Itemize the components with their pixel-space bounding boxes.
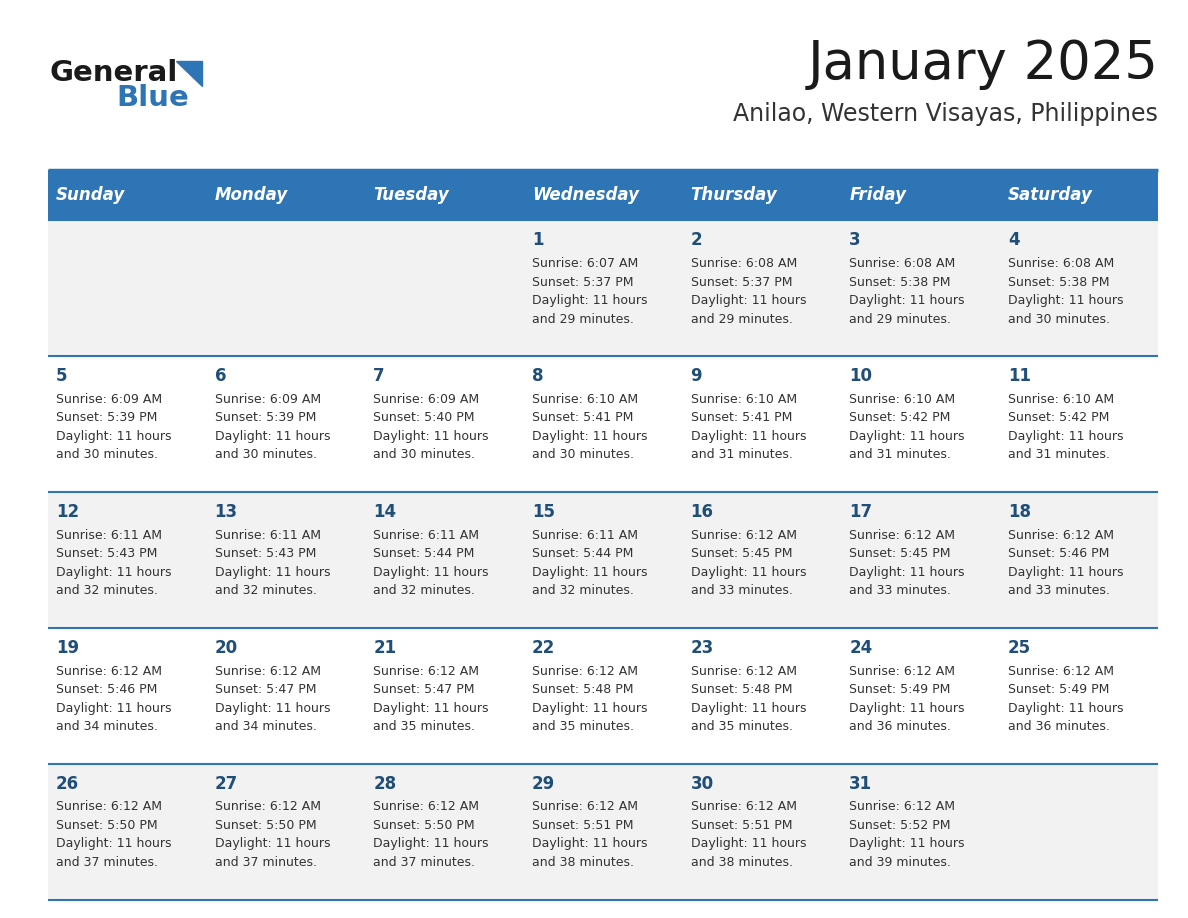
Text: Sunrise: 6:12 AM
Sunset: 5:50 PM
Daylight: 11 hours
and 37 minutes.: Sunrise: 6:12 AM Sunset: 5:50 PM Dayligh… (373, 800, 488, 869)
Text: Sunrise: 6:09 AM
Sunset: 5:39 PM
Daylight: 11 hours
and 30 minutes.: Sunrise: 6:09 AM Sunset: 5:39 PM Dayligh… (215, 393, 330, 462)
Text: Sunrise: 6:07 AM
Sunset: 5:37 PM
Daylight: 11 hours
and 29 minutes.: Sunrise: 6:07 AM Sunset: 5:37 PM Dayligh… (532, 257, 647, 326)
Text: Sunday: Sunday (56, 186, 125, 204)
Text: Sunrise: 6:12 AM
Sunset: 5:47 PM
Daylight: 11 hours
and 35 minutes.: Sunrise: 6:12 AM Sunset: 5:47 PM Dayligh… (373, 665, 488, 733)
Text: 17: 17 (849, 503, 872, 521)
Text: 5: 5 (56, 367, 68, 386)
Text: 19: 19 (56, 639, 78, 657)
Text: Sunrise: 6:11 AM
Sunset: 5:43 PM
Daylight: 11 hours
and 32 minutes.: Sunrise: 6:11 AM Sunset: 5:43 PM Dayligh… (215, 529, 330, 598)
Text: Thursday: Thursday (690, 186, 777, 204)
Bar (48, 356, 1158, 492)
Text: 15: 15 (532, 503, 555, 521)
Text: Sunrise: 6:08 AM
Sunset: 5:38 PM
Daylight: 11 hours
and 30 minutes.: Sunrise: 6:08 AM Sunset: 5:38 PM Dayligh… (1007, 257, 1124, 326)
Text: 27: 27 (215, 775, 238, 793)
Text: 12: 12 (56, 503, 78, 521)
Bar (524, 170, 682, 220)
Text: General: General (50, 60, 178, 87)
Bar (48, 170, 207, 220)
Text: Sunrise: 6:12 AM
Sunset: 5:45 PM
Daylight: 11 hours
and 33 minutes.: Sunrise: 6:12 AM Sunset: 5:45 PM Dayligh… (849, 529, 965, 598)
Text: Sunrise: 6:12 AM
Sunset: 5:47 PM
Daylight: 11 hours
and 34 minutes.: Sunrise: 6:12 AM Sunset: 5:47 PM Dayligh… (215, 665, 330, 733)
Text: 10: 10 (849, 367, 872, 386)
Text: Sunrise: 6:08 AM
Sunset: 5:38 PM
Daylight: 11 hours
and 29 minutes.: Sunrise: 6:08 AM Sunset: 5:38 PM Dayligh… (849, 257, 965, 326)
Text: Sunrise: 6:09 AM
Sunset: 5:39 PM
Daylight: 11 hours
and 30 minutes.: Sunrise: 6:09 AM Sunset: 5:39 PM Dayligh… (56, 393, 171, 462)
Text: Sunrise: 6:12 AM
Sunset: 5:48 PM
Daylight: 11 hours
and 35 minutes.: Sunrise: 6:12 AM Sunset: 5:48 PM Dayligh… (532, 665, 647, 733)
Text: 24: 24 (849, 639, 872, 657)
Text: 9: 9 (690, 367, 702, 386)
Text: 8: 8 (532, 367, 543, 386)
Text: Sunrise: 6:12 AM
Sunset: 5:51 PM
Daylight: 11 hours
and 38 minutes.: Sunrise: 6:12 AM Sunset: 5:51 PM Dayligh… (690, 800, 807, 869)
Text: Wednesday: Wednesday (532, 186, 639, 204)
Text: Sunrise: 6:11 AM
Sunset: 5:44 PM
Daylight: 11 hours
and 32 minutes.: Sunrise: 6:11 AM Sunset: 5:44 PM Dayligh… (532, 529, 647, 598)
Text: 1: 1 (532, 231, 543, 250)
Text: Sunrise: 6:12 AM
Sunset: 5:46 PM
Daylight: 11 hours
and 34 minutes.: Sunrise: 6:12 AM Sunset: 5:46 PM Dayligh… (56, 665, 171, 733)
Bar (207, 170, 365, 220)
Text: 18: 18 (1007, 503, 1031, 521)
Text: Sunrise: 6:12 AM
Sunset: 5:48 PM
Daylight: 11 hours
and 35 minutes.: Sunrise: 6:12 AM Sunset: 5:48 PM Dayligh… (690, 665, 807, 733)
Text: Sunrise: 6:11 AM
Sunset: 5:43 PM
Daylight: 11 hours
and 32 minutes.: Sunrise: 6:11 AM Sunset: 5:43 PM Dayligh… (56, 529, 171, 598)
Text: Sunrise: 6:12 AM
Sunset: 5:49 PM
Daylight: 11 hours
and 36 minutes.: Sunrise: 6:12 AM Sunset: 5:49 PM Dayligh… (849, 665, 965, 733)
Text: January 2025: January 2025 (808, 39, 1158, 90)
Bar (48, 220, 1158, 356)
Text: 20: 20 (215, 639, 238, 657)
Bar (48, 764, 1158, 900)
Text: 2: 2 (690, 231, 702, 250)
Text: 11: 11 (1007, 367, 1031, 386)
Text: Sunrise: 6:09 AM
Sunset: 5:40 PM
Daylight: 11 hours
and 30 minutes.: Sunrise: 6:09 AM Sunset: 5:40 PM Dayligh… (373, 393, 488, 462)
Text: Sunrise: 6:10 AM
Sunset: 5:41 PM
Daylight: 11 hours
and 31 minutes.: Sunrise: 6:10 AM Sunset: 5:41 PM Dayligh… (690, 393, 807, 462)
Text: Anilao, Western Visayas, Philippines: Anilao, Western Visayas, Philippines (733, 102, 1158, 126)
Text: Sunrise: 6:12 AM
Sunset: 5:51 PM
Daylight: 11 hours
and 38 minutes.: Sunrise: 6:12 AM Sunset: 5:51 PM Dayligh… (532, 800, 647, 869)
Bar (48, 492, 1158, 628)
Text: 22: 22 (532, 639, 555, 657)
Text: Sunrise: 6:12 AM
Sunset: 5:50 PM
Daylight: 11 hours
and 37 minutes.: Sunrise: 6:12 AM Sunset: 5:50 PM Dayligh… (215, 800, 330, 869)
Text: Sunrise: 6:12 AM
Sunset: 5:49 PM
Daylight: 11 hours
and 36 minutes.: Sunrise: 6:12 AM Sunset: 5:49 PM Dayligh… (1007, 665, 1124, 733)
Text: 13: 13 (215, 503, 238, 521)
Text: 25: 25 (1007, 639, 1031, 657)
Text: 30: 30 (690, 775, 714, 793)
Text: Sunrise: 6:11 AM
Sunset: 5:44 PM
Daylight: 11 hours
and 32 minutes.: Sunrise: 6:11 AM Sunset: 5:44 PM Dayligh… (373, 529, 488, 598)
Text: Friday: Friday (849, 186, 906, 204)
Polygon shape (176, 61, 202, 86)
Bar (999, 170, 1158, 220)
Text: 4: 4 (1007, 231, 1019, 250)
Text: Tuesday: Tuesday (373, 186, 449, 204)
Text: 31: 31 (849, 775, 872, 793)
Text: 3: 3 (849, 231, 861, 250)
Text: Blue: Blue (116, 84, 189, 112)
Text: Sunrise: 6:10 AM
Sunset: 5:42 PM
Daylight: 11 hours
and 31 minutes.: Sunrise: 6:10 AM Sunset: 5:42 PM Dayligh… (849, 393, 965, 462)
Text: Sunrise: 6:12 AM
Sunset: 5:52 PM
Daylight: 11 hours
and 39 minutes.: Sunrise: 6:12 AM Sunset: 5:52 PM Dayligh… (849, 800, 965, 869)
Bar (841, 170, 999, 220)
Text: 6: 6 (215, 367, 226, 386)
Bar (48, 628, 1158, 764)
Text: Sunrise: 6:12 AM
Sunset: 5:46 PM
Daylight: 11 hours
and 33 minutes.: Sunrise: 6:12 AM Sunset: 5:46 PM Dayligh… (1007, 529, 1124, 598)
Text: Sunrise: 6:12 AM
Sunset: 5:50 PM
Daylight: 11 hours
and 37 minutes.: Sunrise: 6:12 AM Sunset: 5:50 PM Dayligh… (56, 800, 171, 869)
Text: Sunrise: 6:12 AM
Sunset: 5:45 PM
Daylight: 11 hours
and 33 minutes.: Sunrise: 6:12 AM Sunset: 5:45 PM Dayligh… (690, 529, 807, 598)
Text: 29: 29 (532, 775, 555, 793)
Text: Monday: Monday (215, 186, 287, 204)
Text: 23: 23 (690, 639, 714, 657)
Text: 7: 7 (373, 367, 385, 386)
Text: 16: 16 (690, 503, 714, 521)
Text: Saturday: Saturday (1007, 186, 1093, 204)
Text: 26: 26 (56, 775, 78, 793)
Text: Sunrise: 6:10 AM
Sunset: 5:41 PM
Daylight: 11 hours
and 30 minutes.: Sunrise: 6:10 AM Sunset: 5:41 PM Dayligh… (532, 393, 647, 462)
Text: 14: 14 (373, 503, 397, 521)
Text: 28: 28 (373, 775, 397, 793)
Text: Sunrise: 6:10 AM
Sunset: 5:42 PM
Daylight: 11 hours
and 31 minutes.: Sunrise: 6:10 AM Sunset: 5:42 PM Dayligh… (1007, 393, 1124, 462)
Text: 21: 21 (373, 639, 397, 657)
Bar (682, 170, 841, 220)
Text: Sunrise: 6:08 AM
Sunset: 5:37 PM
Daylight: 11 hours
and 29 minutes.: Sunrise: 6:08 AM Sunset: 5:37 PM Dayligh… (690, 257, 807, 326)
Bar (365, 170, 524, 220)
